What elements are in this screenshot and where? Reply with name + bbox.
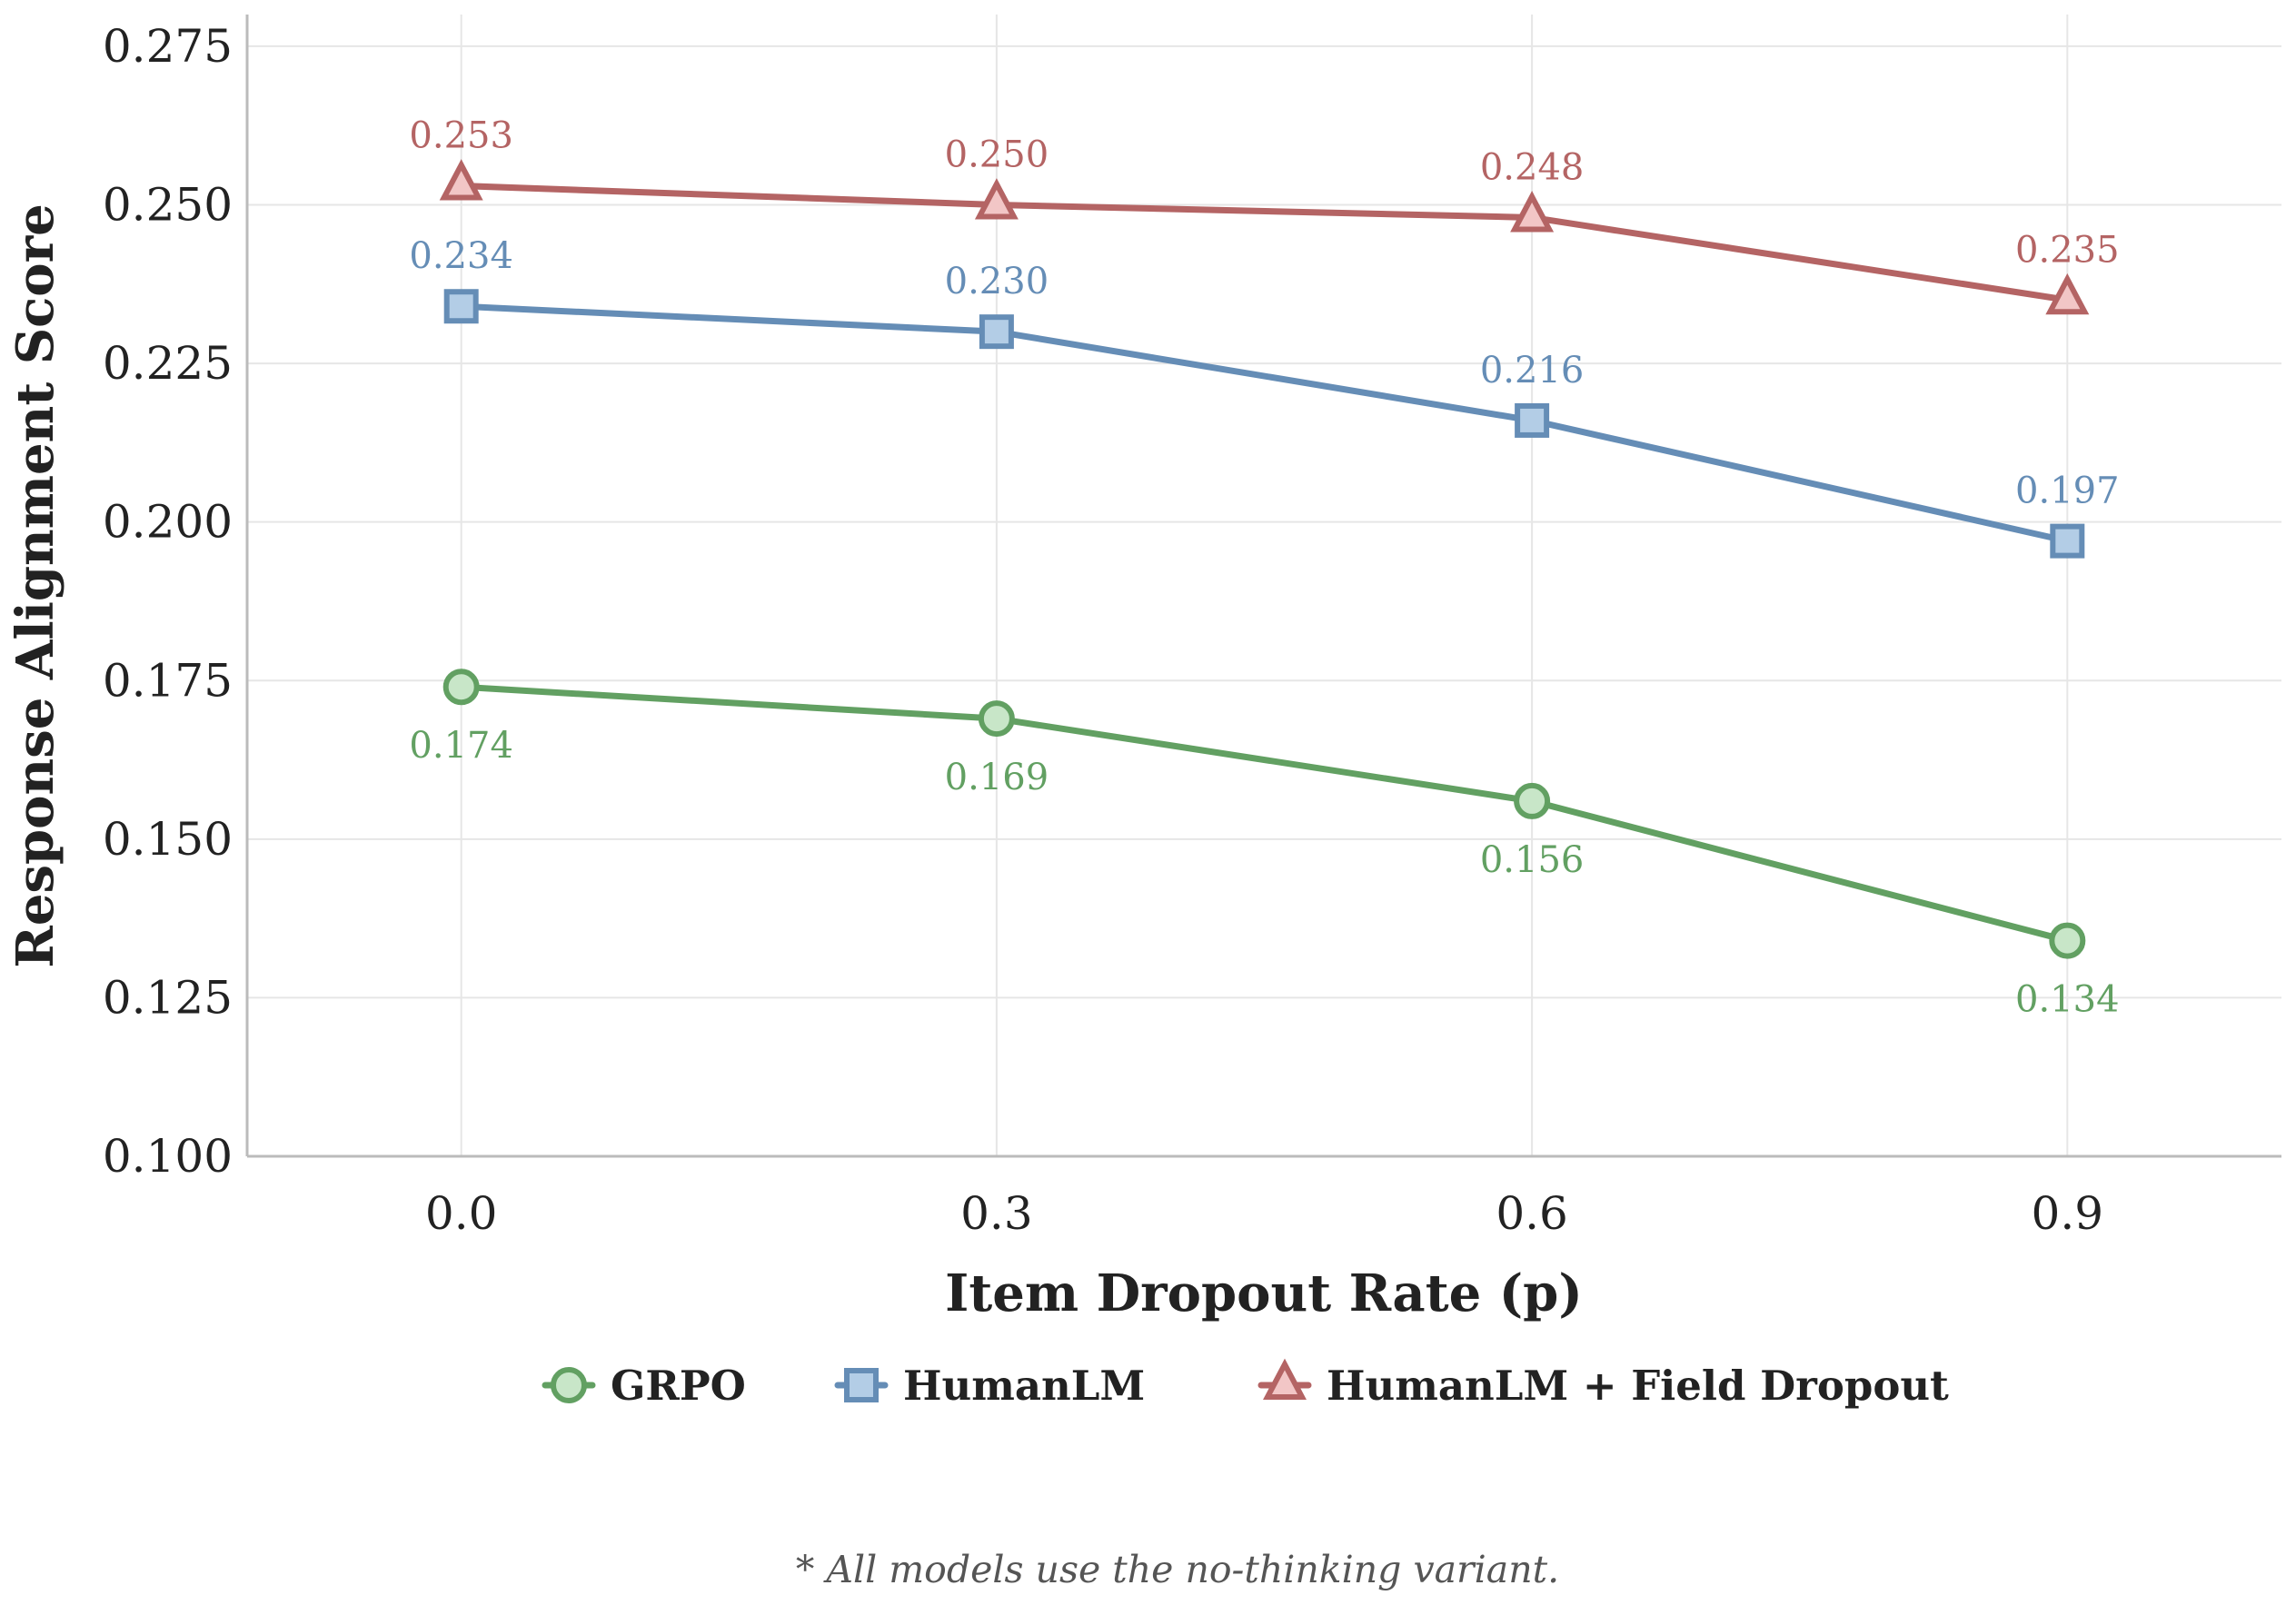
series-line bbox=[461, 302, 2069, 545]
x-tick-label: 0.3 bbox=[960, 1187, 1033, 1240]
y-tick-labels: 0.100 0.125 0.150 0.175 0.200 0.225 0.250 0.275 bbox=[103, 20, 233, 1183]
data-label: 0.174 bbox=[409, 725, 513, 767]
square-marker bbox=[979, 314, 1014, 350]
data-label: 0.134 bbox=[2015, 979, 2120, 1021]
y-tick-label: 0.250 bbox=[103, 179, 233, 232]
triangle-marker bbox=[439, 159, 483, 201]
series-group: 0.174 0.169 0.156 0.134 0.234 0.230 0.216 0.197… bbox=[409, 115, 2119, 1021]
legend-item: GRPO bbox=[542, 1362, 746, 1410]
x-tick-label: 0.6 bbox=[1496, 1187, 1568, 1240]
y-tick-label: 0.100 bbox=[103, 1130, 233, 1183]
legend-triangle-icon bbox=[1263, 1358, 1307, 1400]
x-axis-label: Item Dropout Rate (p) bbox=[945, 1263, 1583, 1323]
series-line bbox=[461, 183, 2068, 303]
x-tick-label: 0.9 bbox=[2032, 1187, 2104, 1240]
square-marker bbox=[1515, 402, 1550, 438]
x-tick-labels: 0.0 0.3 0.6 0.9 bbox=[425, 1187, 2103, 1240]
data-label: 0.216 bbox=[1480, 350, 1585, 391]
grid bbox=[247, 15, 2281, 1157]
series-grpo: 0.174 0.169 0.156 0.134 bbox=[409, 669, 2120, 1021]
legend-circle-icon bbox=[551, 1367, 587, 1403]
x-tick-label: 0.0 bbox=[425, 1187, 498, 1240]
circle-marker bbox=[978, 700, 1015, 738]
y-tick-label: 0.150 bbox=[103, 813, 233, 866]
circle-marker bbox=[2049, 922, 2086, 959]
series-humanlm: 0.234 0.230 0.216 0.197 bbox=[409, 235, 2120, 559]
y-tick-label: 0.125 bbox=[103, 971, 233, 1024]
data-label: 0.235 bbox=[2015, 229, 2120, 271]
triangle-marker bbox=[974, 178, 1019, 220]
data-label: 0.169 bbox=[945, 757, 1049, 798]
y-tick-label: 0.275 bbox=[103, 20, 233, 73]
y-axis-label: Response Alignment Score bbox=[5, 203, 65, 967]
data-label: 0.248 bbox=[1480, 146, 1585, 188]
data-label: 0.230 bbox=[945, 261, 1049, 302]
legend-label: HumanLM + Field Dropout bbox=[1327, 1362, 1949, 1410]
legend: GRPO HumanLM HumanLM + Field Dropout bbox=[542, 1358, 1949, 1410]
legend-square-icon bbox=[844, 1368, 879, 1402]
circle-marker bbox=[442, 669, 480, 706]
series-humanlm-field-dropout: 0.253 0.250 0.248 0.235 bbox=[409, 115, 2120, 315]
legend-label: HumanLM bbox=[903, 1362, 1145, 1410]
circle-marker bbox=[1514, 782, 1551, 819]
triangle-marker bbox=[1510, 191, 1555, 233]
square-marker bbox=[443, 289, 479, 324]
legend-item: HumanLM + Field Dropout bbox=[1257, 1358, 1949, 1410]
legend-label: GRPO bbox=[611, 1362, 746, 1410]
legend-item: HumanLM bbox=[834, 1362, 1145, 1410]
data-label: 0.234 bbox=[409, 235, 513, 277]
series-line bbox=[461, 683, 2069, 944]
footnote: * All models use the no-thinking variant… bbox=[796, 1548, 1559, 1591]
triangle-marker bbox=[2045, 272, 2090, 315]
y-tick-label: 0.175 bbox=[103, 654, 233, 707]
data-label: 0.250 bbox=[945, 134, 1049, 176]
y-tick-label: 0.200 bbox=[103, 496, 233, 549]
data-label: 0.156 bbox=[1480, 839, 1585, 881]
square-marker bbox=[2050, 523, 2085, 559]
data-label: 0.253 bbox=[409, 115, 513, 157]
y-tick-label: 0.225 bbox=[103, 337, 233, 390]
data-label: 0.197 bbox=[2015, 471, 2120, 512]
